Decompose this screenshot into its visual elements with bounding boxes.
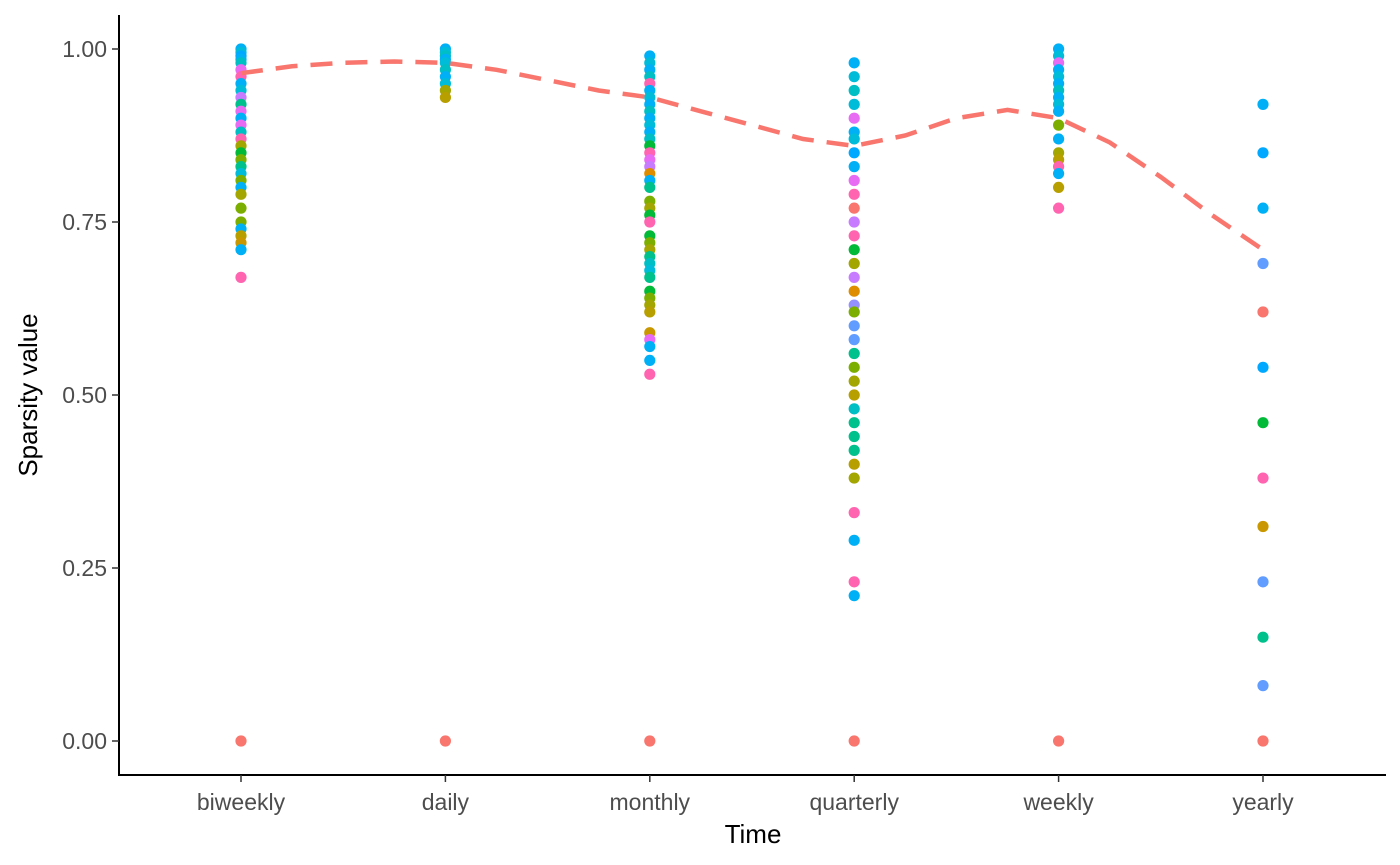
data-point: [848, 347, 860, 360]
data-point: [1257, 417, 1269, 429]
data-point: [848, 306, 860, 318]
data-point: [848, 334, 860, 346]
data-point: [1053, 181, 1065, 193]
data-point: [644, 181, 656, 193]
data-point: [235, 188, 247, 200]
data-point: [1053, 133, 1065, 145]
data-point: [848, 57, 860, 69]
y-tick-label: 0.00: [62, 728, 107, 754]
data-point: [1053, 105, 1065, 117]
data-point: [1257, 520, 1269, 533]
data-point: [848, 403, 860, 415]
data-point: [848, 244, 860, 256]
x-axis-title: Time: [725, 819, 782, 849]
data-point: [848, 147, 860, 159]
data-point: [848, 417, 860, 429]
x-tick-label: quarterly: [809, 789, 899, 815]
y-axis-title: Sparsity value: [13, 313, 43, 476]
data-point: [848, 98, 860, 110]
y-tick-label: 0.25: [62, 555, 107, 581]
data-point: [848, 576, 860, 588]
y-tick-label: 1.00: [62, 36, 107, 62]
trend-line: [240, 59, 1265, 252]
points-layer: [235, 43, 1269, 747]
data-point: [848, 84, 860, 97]
data-point: [1257, 680, 1269, 692]
data-point: [644, 340, 656, 353]
data-point: [848, 161, 860, 173]
data-point: [848, 590, 860, 602]
y-tick-label: 0.50: [62, 382, 107, 408]
data-point: [644, 271, 656, 283]
data-point: [848, 735, 860, 747]
data-point: [439, 735, 451, 747]
data-point: [848, 444, 860, 456]
x-tick-label: biweekly: [197, 789, 286, 815]
y-tick-label: 0.75: [62, 209, 107, 235]
data-point: [1053, 119, 1065, 131]
data-point: [235, 735, 247, 747]
data-point: [848, 257, 860, 270]
data-point: [1257, 361, 1269, 373]
data-point: [848, 202, 860, 214]
data-point: [1053, 735, 1065, 747]
data-point: [1053, 202, 1065, 214]
data-point: [1257, 631, 1269, 643]
x-tick-label: daily: [422, 789, 470, 815]
data-point: [1053, 167, 1065, 180]
data-point: [1257, 98, 1269, 110]
data-point: [848, 458, 860, 470]
data-point: [1257, 147, 1269, 159]
data-point: [644, 368, 656, 380]
data-point: [848, 285, 860, 297]
data-point: [1257, 472, 1269, 484]
data-point: [848, 375, 860, 387]
x-ticks: biweekly daily monthly quarterly weekly yearl…: [197, 775, 1294, 815]
data-point: [848, 430, 860, 443]
data-point: [439, 91, 451, 104]
data-point: [848, 188, 860, 200]
data-point: [848, 71, 860, 83]
data-point: [235, 271, 247, 283]
data-point: [235, 244, 247, 256]
data-point: [848, 361, 860, 373]
data-point: [235, 202, 247, 214]
data-point: [848, 320, 860, 332]
x-tick-label: yearly: [1232, 789, 1294, 815]
data-point: [1257, 306, 1269, 318]
data-point: [848, 174, 860, 187]
data-point: [644, 354, 656, 366]
data-point: [848, 507, 860, 519]
data-point: [848, 271, 860, 283]
data-point: [848, 472, 860, 484]
data-point: [1257, 202, 1269, 214]
data-point: [848, 230, 860, 242]
data-point: [1257, 735, 1269, 747]
data-point: [848, 133, 860, 145]
data-point: [848, 216, 860, 228]
data-point: [848, 112, 860, 124]
data-point: [848, 534, 860, 546]
data-point: [1257, 257, 1269, 270]
y-ticks: 0.00 0.25 0.50 0.75 1.00: [62, 36, 119, 754]
data-point: [644, 306, 656, 318]
data-point: [848, 389, 860, 401]
data-point: [644, 216, 656, 228]
x-tick-label: weekly: [1022, 789, 1094, 815]
x-tick-label: monthly: [610, 789, 691, 815]
data-point: [644, 735, 656, 747]
data-point: [1257, 576, 1269, 588]
